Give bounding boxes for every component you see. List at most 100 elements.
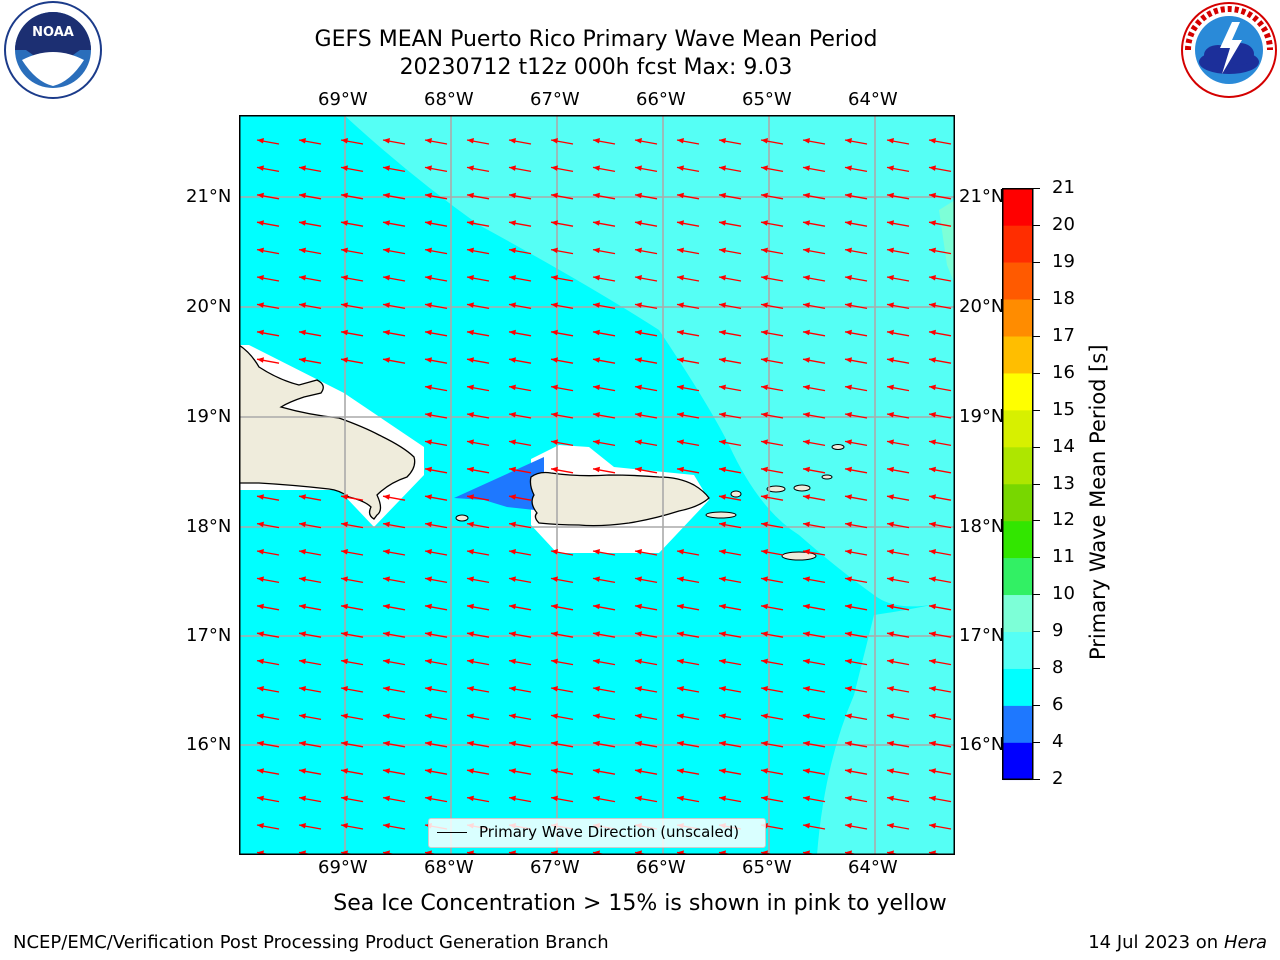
noaa-logo-icon: NOAA [4, 1, 102, 99]
period-band-8-9-south [817, 600, 954, 854]
wave-arrow-head [677, 466, 684, 473]
wave-arrow-head [509, 713, 516, 719]
wave-arrow-head [761, 247, 768, 254]
wave-arrow-head [509, 384, 516, 391]
wave-arrow-head [425, 686, 432, 692]
wave-arrow-head [509, 795, 516, 802]
wave-arrow-head [719, 275, 726, 281]
wave-arrow-head [929, 220, 936, 226]
wave-arrow-head [677, 713, 684, 719]
wave-arrow-head [761, 384, 768, 391]
colorbar-tick-label: 9 [1052, 620, 1064, 642]
wave-arrow-head [887, 521, 894, 528]
wave-arrow-head [467, 165, 474, 171]
wave-arrow-head [593, 631, 600, 637]
wave-arrow-head [803, 192, 810, 199]
wave-arrow-head [719, 713, 726, 719]
wave-arrow-head [887, 658, 894, 665]
footer-date: 14 Jul 2023 on Hera [1088, 932, 1267, 953]
wave-arrow-head [383, 494, 390, 500]
wave-arrow-head [299, 302, 306, 308]
wave-arrow-head [677, 740, 684, 747]
wave-arrow-head [257, 823, 264, 829]
wave-arrow-head [551, 192, 558, 199]
wave-arrow-head [761, 576, 768, 582]
wave-arrow-head [719, 549, 726, 555]
wave-arrow-head [719, 247, 726, 254]
colorbar-segment [1002, 410, 1033, 448]
colorbar-segment [1002, 558, 1033, 596]
wave-arrow-head [425, 357, 432, 363]
colorbar-segment [1002, 225, 1033, 263]
wave-arrow-head [929, 247, 936, 254]
wave-arrow-head [425, 192, 432, 199]
st-thomas-island [766, 485, 786, 493]
wave-arrow-head [467, 247, 474, 254]
wave-arrow-head [383, 521, 390, 528]
wave-arrow-head [467, 768, 474, 774]
wave-arrow-head [467, 686, 474, 692]
colorbar-tick-label: 20 [1052, 213, 1075, 235]
colorbar-tick-label: 8 [1052, 657, 1064, 679]
colorbar-tick-mark [1033, 557, 1040, 559]
wave-arrow-head [257, 521, 264, 528]
wave-arrow-head [593, 466, 600, 473]
wave-arrow-head [719, 686, 726, 692]
wave-arrow-head [929, 357, 936, 363]
colorbar-segment [1002, 742, 1033, 781]
wave-arrow-head [803, 412, 810, 418]
puerto-rico-land [529, 471, 710, 527]
wave-arrow-head [425, 138, 432, 144]
wave-arrow-head [425, 275, 432, 281]
wave-arrow-head [509, 631, 516, 637]
wave-arrow-head [509, 329, 516, 336]
wave-arrow-head [383, 603, 390, 610]
st-croix-island [781, 551, 817, 561]
wave-arrow-head [761, 713, 768, 719]
wave-arrow-head [509, 275, 516, 281]
colorbar-tick-mark [1033, 298, 1040, 300]
wave-arrow-head [551, 603, 558, 610]
wave-arrow-head [845, 521, 852, 528]
wave-arrow-head [593, 357, 600, 363]
wave-arrow-head [803, 631, 810, 637]
colorbar-tick-label: 19 [1052, 250, 1075, 272]
colorbar-tick-label: 10 [1052, 583, 1075, 605]
wave-arrow-head [551, 165, 558, 171]
wave-arrow-head [509, 165, 516, 171]
lat-tick-right: 20°N [959, 296, 1005, 317]
wave-arrow-head [341, 138, 348, 144]
wave-arrow-head [299, 658, 306, 665]
wave-arrow-head [593, 549, 600, 555]
wave-arrow-head [761, 549, 768, 555]
colorbar-tick-mark [1033, 446, 1040, 448]
lat-tick-right: 17°N [959, 625, 1005, 646]
wave-arrow-head [383, 740, 390, 747]
wave-arrow-head [551, 247, 558, 254]
wave-arrow-head [845, 220, 852, 226]
wave-arrow-head [887, 466, 894, 473]
wave-arrow-head [929, 576, 936, 582]
wave-arrow-head [383, 795, 390, 802]
wave-arrow-head [551, 466, 558, 473]
wave-arrow-head [467, 412, 474, 418]
wave-arrow-head [929, 603, 936, 610]
wave-arrow-head [467, 494, 474, 500]
wave-arrow-head [803, 686, 810, 692]
wave-arrow-head [425, 439, 432, 445]
wave-arrow-head [719, 603, 726, 610]
wave-arrow-head [299, 576, 306, 582]
wave-arrow-head [845, 631, 852, 637]
wave-arrow-head [719, 466, 726, 473]
wave-arrow-head [845, 138, 852, 144]
wave-arrow-head [467, 576, 474, 582]
wave-arrow-head [803, 439, 810, 445]
wave-arrow-head [257, 603, 264, 610]
wave-arrow-head [845, 329, 852, 336]
colorbar-segment [1002, 484, 1033, 522]
wave-arrow-head [887, 740, 894, 747]
wave-arrow-head [551, 740, 558, 747]
wave-arrow-head [845, 412, 852, 418]
wave-arrow-head [509, 192, 516, 199]
footer-host: Hera [1223, 932, 1267, 953]
